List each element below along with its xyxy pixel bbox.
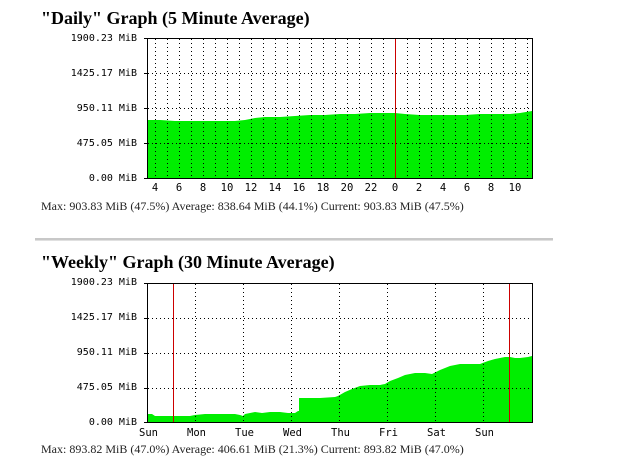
daily-x-label: 14 xyxy=(268,182,282,194)
weekly-x-label: Sun xyxy=(139,427,158,439)
weekly-y-label: 0.00 MiB xyxy=(88,417,137,428)
weekly-v-grid xyxy=(195,284,484,422)
weekly-x-label: Thu xyxy=(331,427,350,439)
weekly-frame xyxy=(147,283,533,423)
daily-x-label: 8 xyxy=(199,182,207,194)
daily-x-label: 12 xyxy=(244,182,258,194)
daily-x-label: 8 xyxy=(487,182,495,194)
weekly-y-label: 950.11 MiB xyxy=(76,347,137,358)
daily-y-label: 475.05 MiB xyxy=(76,138,137,149)
weekly-x-label: Fri xyxy=(379,427,398,439)
daily-x-label: 16 xyxy=(292,182,306,194)
daily-x-label: 6 xyxy=(463,182,471,194)
daily-x-label: 10 xyxy=(508,182,522,194)
daily-x-label: 22 xyxy=(364,182,378,194)
daily-usage-fill xyxy=(148,111,532,178)
weekly-graph-title: "Weekly" Graph (30 Minute Average) xyxy=(41,252,335,272)
section-divider xyxy=(35,238,553,241)
daily-x-label: 10 xyxy=(220,182,234,194)
weekly-x-label: Mon xyxy=(187,427,206,439)
daily-stats: Max: 903.83 MiB (47.5%) Average: 838.64 … xyxy=(41,199,464,213)
weekly-stats: Max: 893.82 MiB (47.0%) Average: 406.61 … xyxy=(41,442,464,456)
daily-y-label: 1425.17 MiB xyxy=(70,68,137,79)
daily-x-label: 4 xyxy=(151,182,159,194)
daily-x-label: 18 xyxy=(316,182,330,194)
weekly-x-label: Tue xyxy=(235,427,254,439)
weekly-y-label: 1900.23 MiB xyxy=(70,277,137,288)
weekly-y-label: 475.05 MiB xyxy=(76,382,137,393)
daily-x-label: 20 xyxy=(340,182,354,194)
weekly-y-label: 1425.17 MiB xyxy=(70,312,137,323)
daily-graph-canvas xyxy=(144,38,533,179)
daily-x-label: 4 xyxy=(439,182,447,194)
weekly-x-label: Wed xyxy=(283,427,302,439)
daily-y-label: 1900.23 MiB xyxy=(70,33,137,44)
daily-frame xyxy=(147,38,533,179)
daily-x-label: 2 xyxy=(415,182,423,194)
daily-y-label: 950.11 MiB xyxy=(76,103,137,114)
weekly-x-label: Sun xyxy=(475,427,494,439)
daily-x-label: 0 xyxy=(391,182,399,194)
daily-x-label: 6 xyxy=(175,182,183,194)
daily-graph-title: "Daily" Graph (5 Minute Average) xyxy=(41,8,310,28)
weekly-x-label: Sat xyxy=(427,427,446,439)
daily-y-label: 0.00 MiB xyxy=(88,173,137,184)
